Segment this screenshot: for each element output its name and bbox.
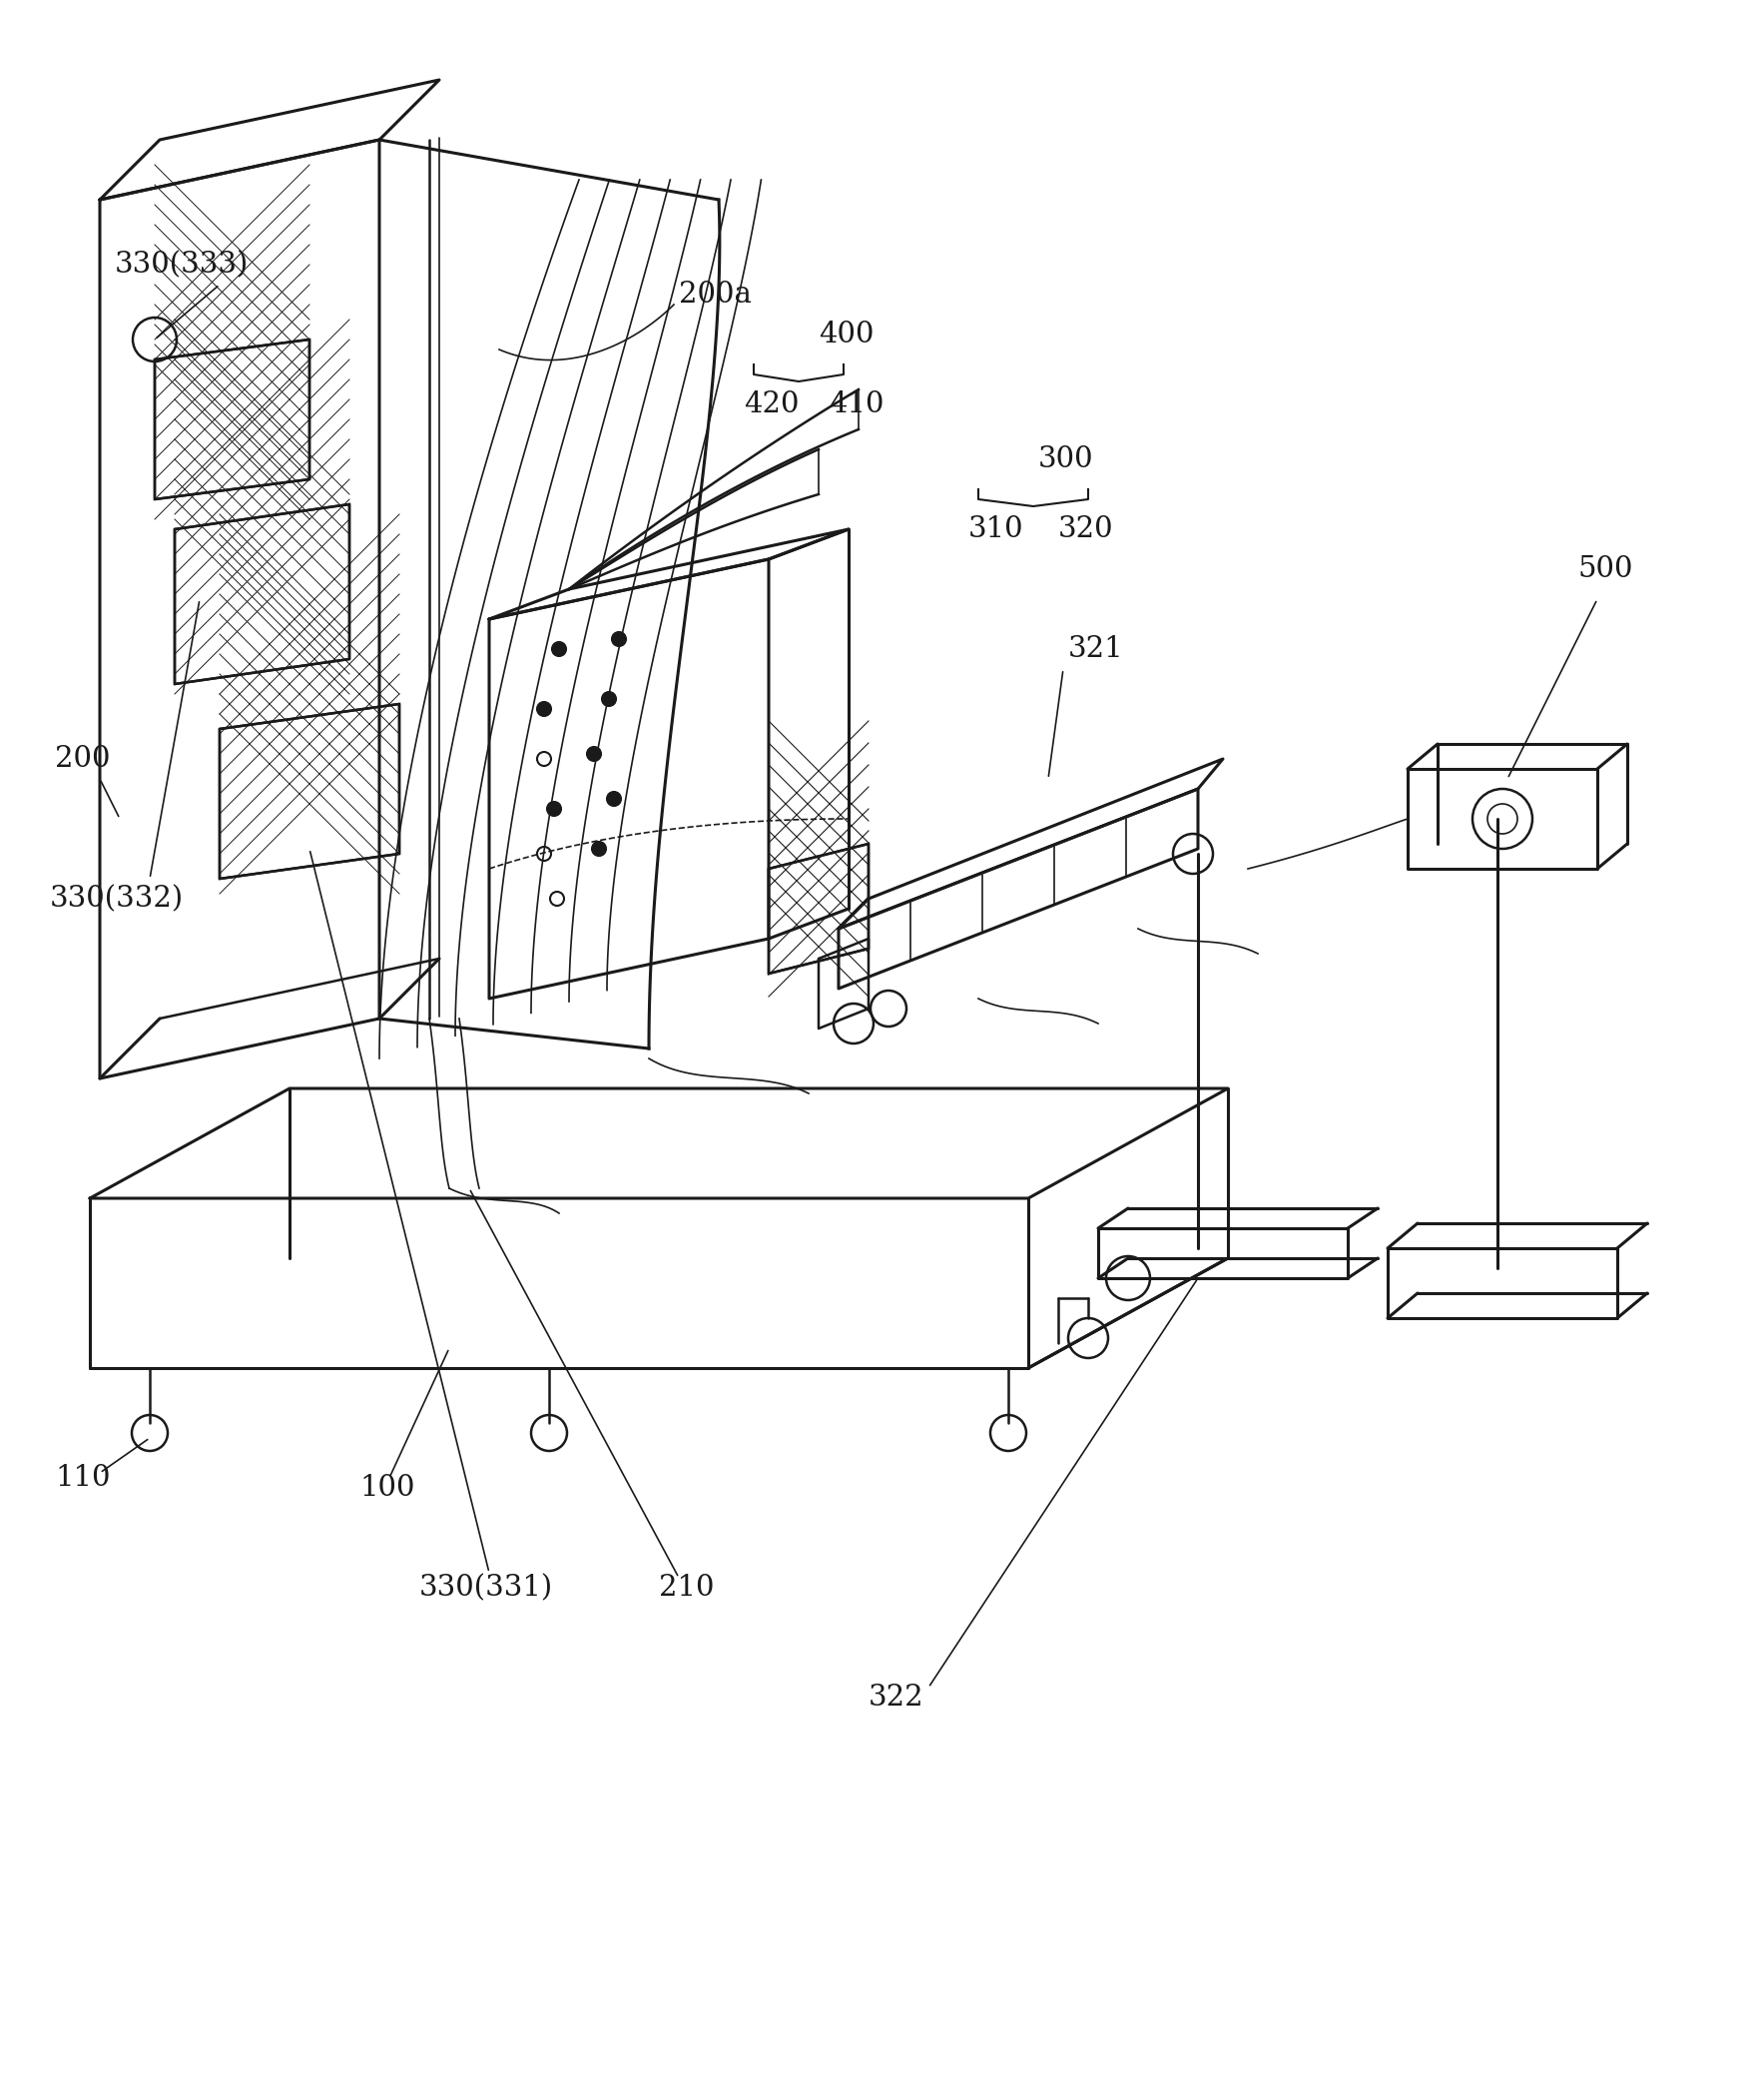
Circle shape bbox=[593, 841, 607, 856]
Polygon shape bbox=[220, 705, 399, 879]
Text: 330(333): 330(333) bbox=[115, 250, 249, 279]
Polygon shape bbox=[769, 843, 868, 973]
Text: 400: 400 bbox=[818, 321, 873, 348]
Text: 321: 321 bbox=[1069, 636, 1124, 663]
Polygon shape bbox=[155, 340, 309, 499]
Text: 500: 500 bbox=[1577, 556, 1633, 583]
Circle shape bbox=[547, 801, 561, 816]
Text: 330(332): 330(332) bbox=[49, 885, 183, 913]
Circle shape bbox=[587, 747, 602, 762]
Polygon shape bbox=[175, 504, 349, 684]
Text: 100: 100 bbox=[360, 1475, 415, 1502]
Text: 320: 320 bbox=[1058, 516, 1113, 543]
Text: 410: 410 bbox=[829, 390, 884, 418]
Text: 200a: 200a bbox=[679, 281, 751, 308]
Circle shape bbox=[602, 692, 616, 707]
Circle shape bbox=[607, 791, 621, 806]
Text: 330(331): 330(331) bbox=[420, 1574, 554, 1601]
Text: 110: 110 bbox=[55, 1464, 111, 1492]
Text: 300: 300 bbox=[1039, 445, 1094, 474]
Text: 420: 420 bbox=[744, 390, 799, 418]
Circle shape bbox=[536, 703, 550, 715]
Text: 210: 210 bbox=[660, 1574, 714, 1601]
Text: 200: 200 bbox=[55, 745, 111, 772]
Text: 322: 322 bbox=[868, 1683, 924, 1712]
Circle shape bbox=[552, 642, 566, 657]
Text: 310: 310 bbox=[968, 516, 1023, 543]
Circle shape bbox=[612, 631, 626, 646]
